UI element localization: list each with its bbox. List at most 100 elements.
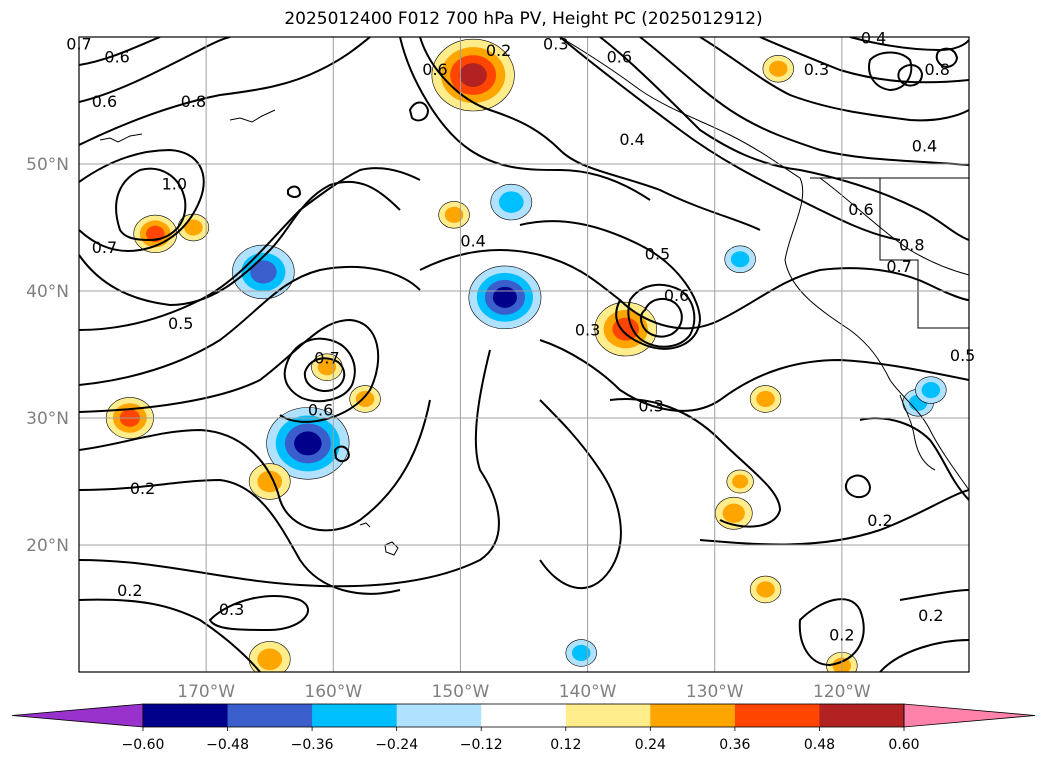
pv-level-ring [317, 359, 337, 376]
height-contour [639, 37, 969, 166]
contour-label: 0.3 [543, 35, 568, 54]
colorbar-tick-label: 0.48 [804, 737, 835, 753]
height-contour [208, 595, 309, 632]
coastline [99, 37, 969, 556]
contour-label: 0.4 [619, 130, 644, 149]
colorbar-tick-label: −0.60 [122, 737, 165, 753]
coastline-segment [99, 133, 143, 143]
height-contour [408, 101, 430, 122]
height-contour [79, 598, 261, 672]
colorbar-tick-label: 0.24 [635, 737, 666, 753]
contour-label: 0.4 [861, 28, 886, 47]
pv-level-ring [612, 317, 639, 341]
pv-level-ring [257, 648, 283, 671]
pv-level-ring [730, 251, 750, 268]
height-contour [303, 357, 346, 392]
contour-label: 0.5 [950, 346, 975, 365]
pv-anomaly [133, 214, 178, 253]
height-contour [79, 318, 380, 423]
contour-label: 0.2 [867, 511, 892, 530]
pv-level-ring [250, 260, 277, 284]
height-contour [79, 399, 431, 532]
longitude-labels: 170°W 160°W 150°W 140°W 130°W 120°W [177, 682, 871, 702]
height-contour [79, 37, 371, 146]
contour-label: 0.7 [886, 257, 911, 276]
contour-label: 0.6 [607, 47, 632, 66]
contour-label: 0.6 [848, 200, 873, 219]
contour-label: 0.5 [168, 314, 193, 333]
pv-anomaly [232, 244, 295, 300]
height-contour [79, 37, 231, 103]
colorbar-segment [312, 704, 398, 727]
plot-background [79, 37, 969, 672]
pv-anomaly [724, 245, 756, 273]
pv-level-ring [492, 286, 517, 308]
colorbar-frame [142, 703, 905, 728]
height-contour [897, 64, 924, 87]
height-contour [283, 337, 356, 403]
contour-label: 0.3 [575, 320, 600, 339]
pv-anomaly [490, 183, 533, 221]
pv-anomaly [349, 385, 381, 413]
colorbar-segment [734, 704, 820, 727]
lon-tick-label: 150°W [432, 682, 490, 702]
coastline-segment [359, 522, 371, 528]
plot-frame [78, 36, 970, 673]
pv-level-ring [294, 431, 322, 456]
pv-anomaly [248, 641, 291, 672]
colorbar-segment [565, 704, 651, 727]
colorbar-tick-label: −0.36 [291, 737, 334, 753]
height-contour [539, 339, 969, 412]
pv-level-ring [498, 191, 524, 213]
height-contour [844, 474, 872, 499]
height-contour [399, 37, 651, 201]
colorbar-tick-label: −0.12 [460, 737, 503, 753]
lon-tick-label: 170°W [177, 682, 235, 702]
coastline-segment [899, 394, 936, 471]
height-contour [79, 148, 205, 252]
colorbar-tick-label: 0.12 [550, 737, 581, 753]
height-contour [79, 37, 161, 66]
pv-anomaly [915, 376, 947, 404]
lon-tick-label: 140°W [559, 682, 617, 702]
contour-label: 1.0 [162, 174, 187, 193]
height-contour [627, 283, 696, 348]
pv-anomaly [726, 469, 754, 494]
contour-label: 0.6 [664, 286, 689, 305]
height-contour [899, 589, 969, 601]
contour-label: 0.8 [899, 235, 924, 254]
pv-anomaly [468, 265, 542, 330]
colorbar-tick-label: 0.60 [888, 737, 919, 753]
height-contour [79, 478, 401, 595]
colorbar-segment [396, 704, 482, 727]
colorbar-segment [227, 704, 313, 727]
contour-label: 0.6 [308, 400, 333, 419]
height-contour [868, 51, 913, 92]
pv-level-ring [571, 644, 591, 661]
contour-label: 0.8 [924, 60, 949, 79]
colorbar-tick-label: −0.24 [375, 737, 418, 753]
coastline-segment [229, 109, 276, 123]
contour-label: 0.8 [181, 92, 206, 111]
pv-level-ring [756, 581, 775, 598]
height-contour [935, 47, 959, 68]
contour-label: 0.6 [92, 92, 117, 111]
colorbar-tick-label: −0.48 [206, 737, 249, 753]
pv-anomaly [749, 575, 782, 604]
contour-label: 0.7 [92, 238, 117, 257]
pv-level-ring [722, 503, 745, 523]
coastline-segment [819, 177, 969, 276]
contour-label: 0.6 [104, 47, 129, 66]
contour-label: 0.5 [645, 244, 670, 263]
lat-tick-label: 20°N [26, 536, 69, 556]
pv-anomaly [762, 55, 794, 83]
height-contour [79, 167, 421, 331]
height-contour [699, 489, 969, 546]
colorbar-extend-min [11, 703, 144, 728]
pv-anomaly [438, 201, 470, 229]
height-contour [539, 399, 622, 589]
height-contour [115, 167, 187, 242]
height-contour [519, 220, 702, 350]
pv-anomaly [177, 213, 210, 242]
pv-anomaly [749, 385, 782, 413]
